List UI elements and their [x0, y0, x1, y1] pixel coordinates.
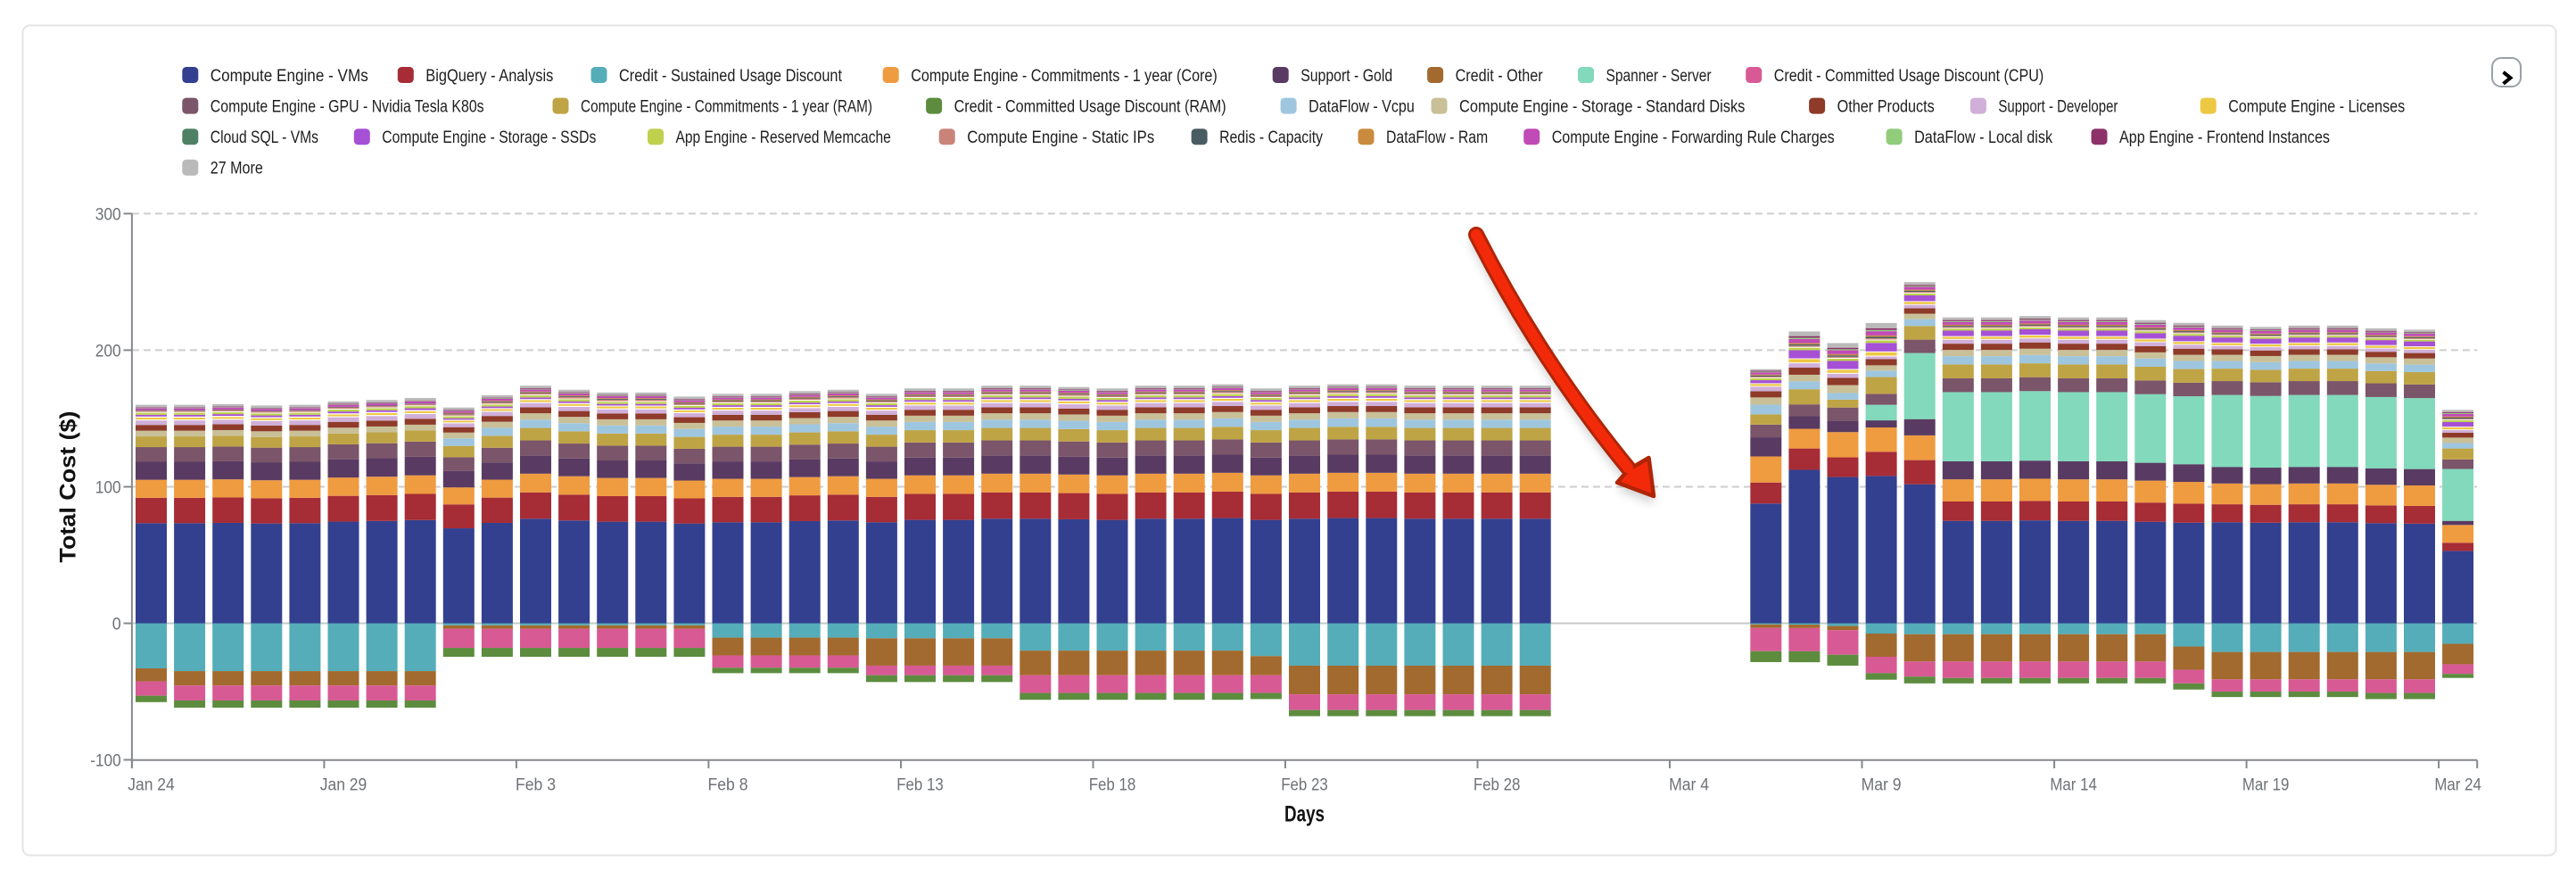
svg-text:Credit - Committed Usage Disco: Credit - Committed Usage Discount (CPU): [1774, 67, 2044, 86]
svg-text:Jan 29: Jan 29: [320, 775, 367, 794]
svg-text:DataFlow - Local disk: DataFlow - Local disk: [1914, 128, 2052, 147]
svg-text:Support - Gold: Support - Gold: [1300, 67, 1392, 86]
svg-text:Days: Days: [1284, 802, 1325, 827]
svg-text:Mar 14: Mar 14: [2050, 775, 2097, 794]
svg-text:Compute Engine - VMs: Compute Engine - VMs: [211, 67, 368, 86]
svg-text:200: 200: [95, 342, 121, 361]
svg-text:Feb 28: Feb 28: [1474, 775, 1521, 794]
svg-text:Feb 18: Feb 18: [1089, 775, 1136, 794]
svg-text:Cloud SQL - VMs: Cloud SQL - VMs: [211, 128, 318, 147]
svg-text:App Engine - Frontend Instance: App Engine - Frontend Instances: [2119, 128, 2330, 147]
svg-text:Mar 19: Mar 19: [2242, 775, 2290, 794]
svg-text:Compute Engine - Static IPs: Compute Engine - Static IPs: [967, 128, 1154, 147]
svg-text:Compute Engine - Commitments -: Compute Engine - Commitments - 1 year (R…: [581, 97, 872, 116]
svg-text:0: 0: [112, 615, 121, 634]
svg-text:Mar 24: Mar 24: [2434, 775, 2481, 794]
svg-text:Mar 9: Mar 9: [1862, 775, 1902, 794]
svg-text:Mar 4: Mar 4: [1669, 775, 1709, 794]
svg-text:Credit - Other: Credit - Other: [1456, 67, 1544, 86]
svg-text:Compute Engine - Forwarding Ru: Compute Engine - Forwarding Rule Charges: [1552, 128, 1835, 147]
svg-text:Feb 13: Feb 13: [896, 775, 944, 794]
svg-text:100: 100: [95, 478, 121, 497]
svg-text:Feb 23: Feb 23: [1281, 775, 1328, 794]
svg-text:Other Products: Other Products: [1837, 97, 1935, 116]
svg-text:Credit - Committed Usage Disco: Credit - Committed Usage Discount (RAM): [954, 97, 1226, 116]
svg-text:BigQuery - Analysis: BigQuery - Analysis: [425, 67, 553, 86]
svg-text:27 More: 27 More: [211, 160, 263, 178]
svg-text:Compute Engine - Licenses: Compute Engine - Licenses: [2228, 97, 2405, 116]
svg-text:Spanner - Server: Spanner - Server: [1606, 67, 1713, 86]
svg-text:Jan 24: Jan 24: [128, 775, 175, 794]
svg-text:Redis - Capacity: Redis - Capacity: [1219, 128, 1323, 147]
svg-text:DataFlow - Vcpu: DataFlow - Vcpu: [1309, 97, 1415, 116]
svg-text:Compute Engine - Storage - SSD: Compute Engine - Storage - SSDs: [382, 128, 596, 147]
svg-text:DataFlow - Ram: DataFlow - Ram: [1386, 128, 1488, 147]
svg-text:Compute Engine - Storage - Sta: Compute Engine - Storage - Standard Disk…: [1459, 97, 1745, 116]
svg-text:300: 300: [95, 205, 121, 224]
svg-text:Compute Engine - GPU - Nvidia: Compute Engine - GPU - Nvidia Tesla K80s: [211, 97, 484, 116]
svg-text:Feb 3: Feb 3: [516, 775, 556, 794]
svg-text:App Engine - Reserved Memcache: App Engine - Reserved Memcache: [676, 128, 891, 147]
svg-text:Compute Engine - Commitments -: Compute Engine - Commitments - 1 year (C…: [911, 67, 1218, 86]
svg-text:Total Cost ($): Total Cost ($): [56, 411, 81, 563]
svg-text:Support - Developer: Support - Developer: [1998, 97, 2118, 116]
svg-text:Credit - Sustained Usage Disco: Credit - Sustained Usage Discount: [619, 67, 843, 86]
svg-text:-100: -100: [90, 751, 121, 770]
svg-text:Feb 8: Feb 8: [708, 775, 748, 794]
